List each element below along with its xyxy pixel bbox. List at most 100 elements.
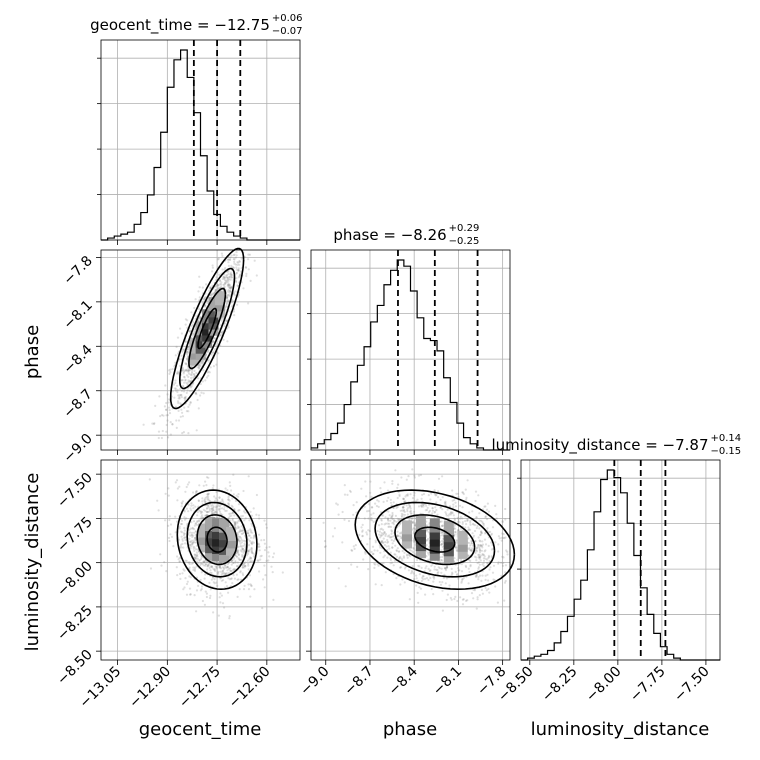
sample-point (343, 518, 346, 521)
sample-point (249, 510, 252, 513)
sample-point (165, 423, 168, 427)
sample-point (430, 587, 433, 591)
sample-point (504, 536, 507, 539)
sample-point (189, 547, 192, 550)
sample-point (391, 511, 394, 515)
sample-point (386, 522, 389, 525)
title-lower-error: −0.25 (449, 236, 480, 247)
x-axis-label-luminosity-distance: luminosity_distance (531, 719, 710, 740)
sample-point (190, 562, 193, 565)
sample-point (236, 550, 239, 553)
sample-point (477, 561, 481, 564)
sample-point (233, 314, 236, 317)
sample-point (371, 545, 375, 548)
sample-point (452, 506, 455, 509)
sample-point (270, 565, 273, 568)
sample-point (232, 266, 235, 270)
sample-point (268, 545, 271, 549)
sample-point (258, 517, 261, 520)
sample-point (186, 389, 189, 392)
density-cell (402, 520, 412, 535)
sample-point (461, 491, 464, 494)
sample-point (202, 298, 205, 301)
y-tick-label: −7.50 (54, 470, 96, 512)
sample-point (222, 568, 225, 571)
sample-point (361, 523, 364, 527)
sample-point (408, 598, 411, 601)
sample-point (190, 376, 193, 380)
y-ticks-luminosity_distance: −8.50−8.25−8.00−7.75−7.50 (54, 470, 101, 688)
sample-point (454, 505, 457, 508)
sample-point (224, 487, 227, 490)
sample-point (389, 562, 392, 565)
sample-point (241, 532, 244, 535)
sample-point (230, 577, 233, 580)
sample-point (206, 565, 209, 568)
sample-point (221, 507, 224, 510)
sample-point (400, 514, 403, 517)
sample-point (396, 486, 399, 489)
sample-point (416, 591, 419, 595)
sample-point (233, 514, 236, 517)
sample-point (158, 395, 161, 398)
sample-point (180, 522, 184, 526)
sample-point (211, 264, 214, 267)
sample-point (212, 611, 215, 614)
sample-point (189, 368, 192, 371)
sample-point (232, 473, 235, 476)
sample-point (249, 528, 252, 531)
sample-point (200, 510, 203, 513)
sample-point (469, 565, 472, 568)
sample-point (238, 260, 241, 263)
sample-point (210, 571, 213, 575)
sample-point (464, 520, 467, 523)
sample-point (366, 510, 369, 513)
title-lower-error: −0.07 (272, 26, 303, 37)
sample-point (459, 596, 462, 599)
sample-point (177, 419, 181, 422)
sample-point (380, 518, 383, 521)
density-cell (214, 291, 225, 306)
sample-point (392, 564, 395, 567)
sample-point (221, 254, 224, 257)
sample-point (483, 538, 487, 541)
sample-point (253, 259, 256, 262)
sample-point (481, 592, 484, 595)
sample-point (368, 537, 371, 540)
sample-point (240, 541, 243, 544)
sample-point (231, 512, 234, 515)
sample-point (235, 254, 238, 257)
sample-point (247, 588, 251, 591)
sample-point (182, 368, 185, 372)
sample-point (187, 432, 190, 435)
sample-point (188, 330, 191, 333)
sample-point (437, 571, 440, 574)
x-ticks-luminosity_distance: −8.50 −8.25 −8.00 −7.75 −7.50 (495, 660, 713, 705)
x-tick-label: −8.00 (583, 664, 625, 706)
sample-point (208, 500, 211, 503)
sample-point (190, 370, 194, 373)
sample-point (386, 489, 390, 492)
sample-point (183, 399, 186, 402)
sample-point (231, 497, 234, 500)
sample-point (229, 289, 232, 292)
sample-point (189, 401, 192, 404)
sample-point (247, 550, 250, 553)
sample-point (403, 567, 407, 570)
sample-point (168, 412, 172, 415)
sample-point (230, 489, 233, 492)
sample-point (184, 559, 187, 562)
sample-point (185, 363, 188, 366)
sample-point (223, 285, 226, 288)
sample-point (263, 538, 266, 542)
sample-point (228, 512, 231, 516)
sample-point (236, 561, 239, 564)
title-main: luminosity_distance = −7.87 (491, 436, 708, 455)
sample-point (216, 284, 219, 287)
sample-point (401, 506, 405, 509)
sample-point (206, 510, 209, 514)
panel-frame (100, 249, 301, 451)
sample-point (169, 421, 172, 424)
sample-point (243, 564, 246, 567)
